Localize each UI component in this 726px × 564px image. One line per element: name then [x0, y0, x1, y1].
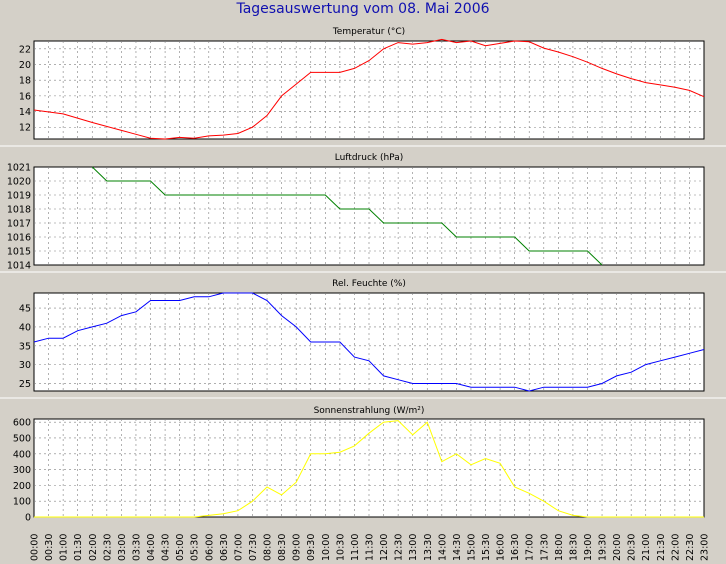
y-tick-label: 200: [13, 481, 31, 492]
y-tick-label: 35: [19, 341, 31, 352]
x-tick-label: 23:00: [700, 534, 711, 561]
x-tick-label: 04:30: [161, 534, 172, 561]
x-tick-label: 15:00: [467, 534, 478, 561]
chart-main-title: Tagesauswertung vom 08. Mai 2006: [236, 1, 490, 17]
x-tick-label: 16:00: [496, 534, 507, 561]
y-tick-label: 100: [13, 497, 31, 508]
y-tick-label: 1020: [7, 177, 31, 188]
y-tick-label: 0: [25, 513, 31, 524]
x-tick-label: 05:30: [190, 534, 201, 561]
y-tick-label: 20: [19, 60, 31, 71]
x-tick-label: 19:30: [598, 534, 609, 561]
x-tick-label: 09:00: [292, 534, 303, 561]
panel-pressure: Luftdruck (hPa) 1014 1015 1016 1017 1018 1019…: [7, 153, 705, 272]
x-tick-label: 20:30: [627, 534, 638, 561]
y-tick-label: 1018: [7, 205, 31, 216]
y-tick-label: 300: [13, 465, 31, 476]
series-line: [91, 166, 603, 266]
x-tick-label: 02:30: [102, 534, 113, 561]
x-tick-label: 01:00: [59, 534, 70, 561]
panel-temperature: Temperatur (°C) 12 14 16 18 20 22: [19, 27, 705, 140]
plot-frame: [33, 292, 705, 392]
x-tick-label: 17:00: [525, 534, 536, 561]
y-tick-label: 18: [19, 76, 31, 87]
x-axis: 00:00 00:30 01:00 01:30 02:00 02:30 03:00 03:30…: [30, 534, 711, 561]
y-tick-label: 1014: [7, 261, 31, 272]
x-tick-label: 07:00: [233, 534, 244, 561]
panel-title: Sonnenstrahlung (W/m²): [314, 406, 425, 416]
x-tick-label: 22:00: [670, 534, 681, 561]
x-tick-label: 10:30: [335, 534, 346, 561]
x-tick-label: 12:00: [379, 534, 390, 561]
y-tick-label: 25: [19, 379, 31, 390]
x-tick-label: 17:30: [539, 534, 550, 561]
x-tick-label: 02:00: [88, 534, 99, 561]
panel-title: Rel. Feuchte (%): [332, 279, 406, 289]
x-tick-label: 21:30: [656, 534, 667, 561]
panel-radiation: Sonnenstrahlung (W/m²) 0 100 200 300 400 500 6…: [13, 406, 705, 524]
y-tick-label: 45: [19, 304, 31, 315]
x-tick-label: 13:00: [408, 534, 419, 561]
y-tick-label: 600: [13, 418, 31, 429]
x-tick-label: 14:00: [437, 534, 448, 561]
y-tick-label: 1015: [7, 247, 31, 258]
y-tick-label: 1021: [7, 163, 31, 174]
plot-frame: [33, 40, 705, 140]
x-tick-label: 08:30: [277, 534, 288, 561]
x-tick-label: 07:30: [248, 534, 259, 561]
x-tick-label: 16:30: [510, 534, 521, 561]
y-tick-label: 12: [19, 123, 31, 134]
x-tick-label: 04:00: [146, 534, 157, 561]
x-tick-label: 12:30: [394, 534, 405, 561]
y-tick-label: 40: [19, 322, 31, 333]
x-tick-label: 03:00: [117, 534, 128, 561]
panel-title: Luftdruck (hPa): [335, 153, 404, 163]
x-tick-label: 03:30: [132, 534, 143, 561]
x-tick-label: 21:00: [641, 534, 652, 561]
series-line: [34, 420, 704, 518]
series-line: [33, 38, 705, 140]
y-tick-label: 1016: [7, 233, 31, 244]
y-tick-label: 1019: [7, 191, 31, 202]
x-tick-label: 13:30: [423, 534, 434, 561]
panel-humidity: Rel. Feuchte (%) 25 30 35 40 45: [19, 279, 705, 392]
x-tick-label: 20:00: [612, 534, 623, 561]
x-tick-label: 06:30: [219, 534, 230, 561]
y-tick-label: 1017: [7, 219, 31, 230]
y-tick-label: 30: [19, 360, 31, 371]
x-tick-label: 00:00: [30, 534, 41, 561]
y-tick-label: 22: [19, 44, 31, 55]
x-tick-label: 05:00: [175, 534, 186, 561]
x-tick-label: 19:00: [583, 534, 594, 561]
x-tick-label: 00:30: [44, 534, 55, 561]
panel-title: Temperatur (°C): [332, 27, 405, 37]
x-tick-label: 18:00: [554, 534, 565, 561]
y-tick-label: 400: [13, 449, 31, 460]
x-tick-label: 08:00: [263, 534, 274, 561]
x-tick-label: 06:00: [204, 534, 215, 561]
x-tick-label: 14:30: [452, 534, 463, 561]
series-line: [33, 292, 705, 392]
x-tick-label: 09:30: [306, 534, 317, 561]
x-tick-label: 11:00: [350, 534, 361, 561]
x-tick-label: 15:30: [481, 534, 492, 561]
plot-frame: [33, 166, 705, 266]
x-tick-label: 22:30: [685, 534, 696, 561]
x-tick-label: 10:00: [321, 534, 332, 561]
x-tick-label: 18:30: [568, 534, 579, 561]
y-tick-label: 500: [13, 433, 31, 444]
y-tick-label: 16: [19, 91, 31, 102]
x-tick-label: 11:30: [365, 534, 376, 561]
x-tick-label: 01:30: [73, 534, 84, 561]
y-tick-label: 14: [19, 107, 31, 118]
